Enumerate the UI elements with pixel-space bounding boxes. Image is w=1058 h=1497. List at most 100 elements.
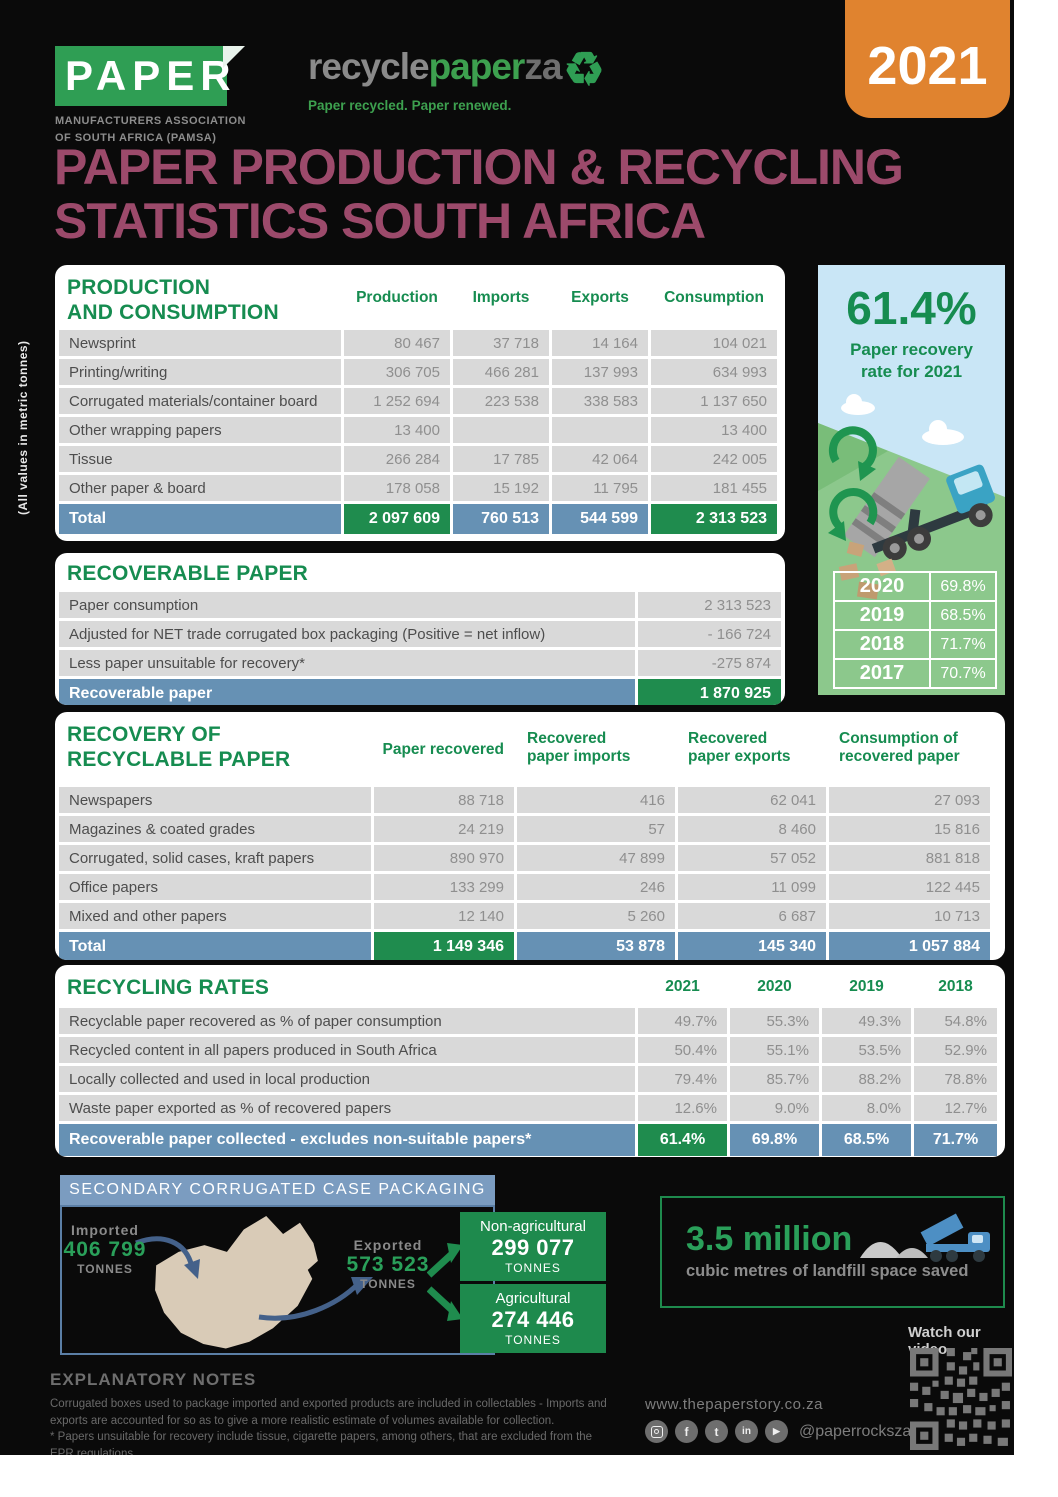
youtube-icon[interactable]: ▶: [765, 1420, 788, 1443]
col-header-recovered-imports: Recovered paper imports: [517, 716, 637, 784]
units-note: (All values in metric tonnes): [16, 340, 30, 515]
twitter-icon[interactable]: t: [705, 1420, 728, 1443]
non-agricultural-value: 299 077: [491, 1235, 575, 1260]
packaging-section: [60, 1205, 495, 1355]
cell: 11 795: [552, 475, 648, 501]
history-row: 2020 69.8%: [833, 571, 997, 602]
row-label: Paper consumption: [59, 592, 635, 618]
exported-label: Exported: [353, 1237, 423, 1253]
history-rate: 70.7%: [929, 658, 997, 689]
cell: 338 583: [552, 388, 648, 414]
non-agricultural-box: Non-agricultural 299 077 TONNES: [460, 1212, 606, 1281]
cell: 12.6%: [638, 1095, 727, 1121]
production-consumption-table: PRODUCTION AND CONSUMPTION Production Imp…: [55, 265, 785, 541]
cell: 57: [517, 816, 675, 842]
cell: 223 538: [453, 388, 549, 414]
cell: 133 299: [374, 874, 514, 900]
row-label: Other paper & board: [59, 475, 341, 501]
cell: 104 021: [651, 330, 777, 356]
history-year: 2018: [833, 629, 931, 660]
recycling-rates-table: RECYCLING RATES 2021 2020 2019 2018 Recy…: [55, 965, 1005, 1157]
year-badge: 2021: [845, 0, 1010, 118]
cell: 88.2%: [822, 1066, 911, 1092]
cell: 122 445: [829, 874, 990, 900]
cell: 1 252 694: [344, 388, 450, 414]
agricultural-value: 274 446: [491, 1307, 575, 1332]
row-label: Magazines & coated grades: [59, 816, 371, 842]
col-header-paper-recovered: Paper recovered: [374, 716, 514, 784]
imported-unit: TONNES: [77, 1262, 133, 1276]
total-cell: 53 878: [517, 932, 675, 960]
website-link[interactable]: www.thepaperstory.co.za: [645, 1396, 823, 1413]
cell: 79.4%: [638, 1066, 727, 1092]
total-label: Total: [59, 504, 341, 534]
qr-code[interactable]: [910, 1348, 1012, 1450]
total-cell: 1 149 346: [374, 932, 514, 960]
cell: 2 313 523: [638, 592, 781, 618]
agricultural-box: Agricultural 274 446 TONNES: [460, 1284, 606, 1353]
col-header-imports: Imports: [453, 269, 549, 327]
cell: 49.7%: [638, 1008, 727, 1034]
landfill-truck-icon: [860, 1213, 990, 1262]
social-handle[interactable]: @paperrocksza: [799, 1422, 912, 1440]
cell: 11 099: [678, 874, 826, 900]
cell: [552, 417, 648, 443]
pamsa-sub-line1: MANUFACTURERS ASSOCIATION: [55, 115, 246, 127]
cell: 50.4%: [638, 1037, 727, 1063]
cell: 78.8%: [914, 1066, 997, 1092]
cell: 137 993: [552, 359, 648, 385]
cell: 24 219: [374, 816, 514, 842]
total-cell: 68.5%: [822, 1124, 911, 1156]
recovery-rate-caption: Paper recovery rate for 2021: [850, 340, 973, 382]
landfill-value: 3.5 million: [686, 1220, 853, 1258]
row-label: Waste paper exported as % of recovered p…: [59, 1095, 635, 1121]
pamsa-logo-mark: PAPER: [55, 46, 245, 106]
cell: [453, 417, 549, 443]
total-cell: 61.4%: [638, 1124, 727, 1156]
cell: 49.3%: [822, 1008, 911, 1034]
col-header-2021: 2021: [638, 969, 727, 1005]
instagram-icon[interactable]: [645, 1420, 668, 1443]
notes-footnote: * Papers unsuitable for recovery include…: [50, 1431, 593, 1455]
cell: 5 260: [517, 903, 675, 929]
cell: 37 718: [453, 330, 549, 356]
total-cell: 69.8%: [730, 1124, 819, 1156]
page-title-line1: PAPER PRODUCTION & RECYCLING: [54, 139, 904, 195]
cell: 15 192: [453, 475, 549, 501]
cell: 8.0%: [822, 1095, 911, 1121]
total-cell: 2 097 609: [344, 504, 450, 534]
history-rate: 69.8%: [929, 571, 997, 602]
paper-word: paper: [428, 46, 526, 87]
landfill-saved-box: 3.5 million cubic metres of landfill spa…: [660, 1196, 1005, 1308]
total-cell: 71.7%: [914, 1124, 997, 1156]
total-label: Total: [59, 932, 371, 960]
row-label: Printing/writing: [59, 359, 341, 385]
history-year: 2020: [833, 571, 931, 602]
recycle-word: recycle: [308, 46, 430, 87]
cell: 13 400: [651, 417, 777, 443]
history-year: 2019: [833, 600, 931, 631]
row-label: Mixed and other papers: [59, 903, 371, 929]
col-header-2018: 2018: [914, 969, 997, 1005]
cell: 80 467: [344, 330, 450, 356]
cell: 85.7%: [730, 1066, 819, 1092]
cell: 10 713: [829, 903, 990, 929]
facebook-icon[interactable]: f: [675, 1420, 698, 1443]
total-cell: 544 599: [552, 504, 648, 534]
cell: 15 816: [829, 816, 990, 842]
col-header-consumption: Consumption: [651, 269, 777, 327]
cell: 17 785: [453, 446, 549, 472]
cell: 6 687: [678, 903, 826, 929]
row-label: Locally collected and used in local prod…: [59, 1066, 635, 1092]
linkedin-icon[interactable]: in: [735, 1420, 758, 1443]
explanatory-notes: EXPLANATORY NOTES Corrugated boxes used …: [50, 1370, 610, 1455]
page-title-line2: STATISTICS SOUTH AFRICA: [54, 193, 706, 249]
row-label: Newsprint: [59, 330, 341, 356]
col-header-production: Production: [344, 269, 450, 327]
year-badge-text: 2021: [867, 36, 988, 96]
pamsa-sub-line2: OF SOUTH AFRICA (PAMSA): [55, 131, 217, 144]
recovery-recyclable-table: RECOVERY OF RECYCLABLE PAPER Paper recove…: [55, 712, 1005, 960]
total-cell: 1 870 925: [638, 679, 781, 705]
packaging-section-title: SECONDARY CORRUGATED CASE PACKAGING: [60, 1175, 495, 1205]
cell: - 166 724: [638, 621, 781, 647]
